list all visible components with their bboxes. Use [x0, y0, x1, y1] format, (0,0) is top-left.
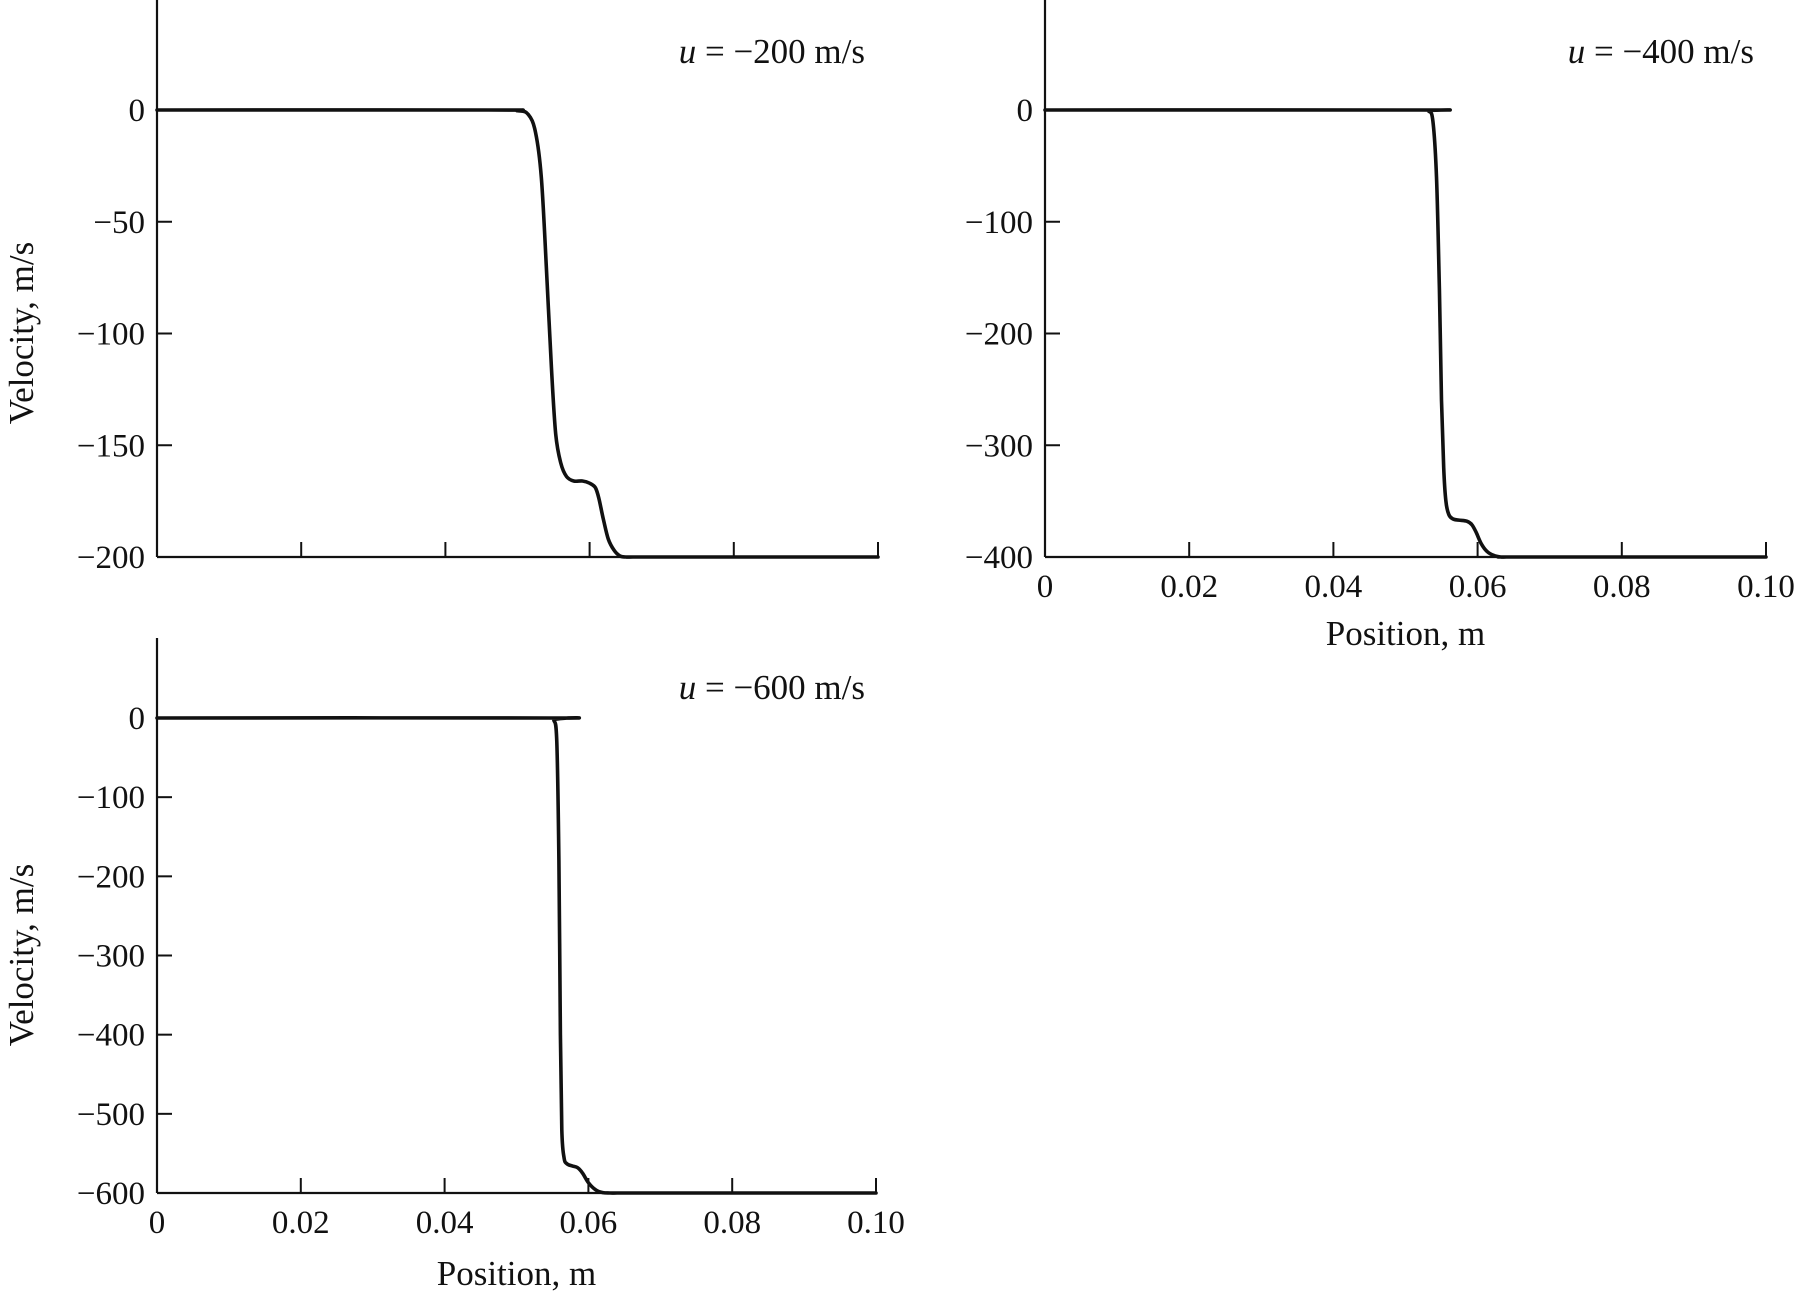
y-tick-label: 0: [129, 93, 146, 129]
annotation-value: = −400 m/s: [1585, 32, 1754, 71]
velocity-series-line: [155, 108, 880, 559]
y-tick-label: −300: [77, 939, 145, 975]
y-tick-label: −200: [965, 317, 1033, 353]
x-tick-label: 0.08: [703, 1205, 761, 1241]
x-tick-label: 0.06: [1449, 569, 1507, 605]
y-tick-label: −300: [965, 428, 1033, 464]
y-tick-label: −500: [77, 1097, 145, 1133]
y-tick-label: −200: [77, 859, 145, 895]
panel-u-minus-200: 0 −50 −100 −150 −200 u = −200 m/s Velocity, m/…: [2, 0, 880, 576]
x-tick-label: 0: [1037, 569, 1054, 605]
y-tick-label: −600: [77, 1176, 145, 1212]
x-tick-label: 0.02: [272, 1205, 330, 1241]
x-axis-title: Position, m: [437, 1254, 596, 1293]
velocity-annotation: u = −400 m/s: [1568, 32, 1754, 71]
annotation-variable: u: [679, 32, 697, 71]
y-axis-title: Velocity, m/s: [2, 864, 41, 1046]
x-tick-label: 0.10: [847, 1205, 905, 1241]
y-tick-label: −400: [77, 1018, 145, 1054]
x-tick-label: 0.10: [1737, 569, 1795, 605]
y-tick-label: −150: [77, 428, 145, 464]
y-tick-label: −100: [77, 317, 145, 353]
x-tick-label: 0.04: [416, 1205, 474, 1241]
velocity-annotation: u = −200 m/s: [679, 32, 865, 71]
annotation-variable: u: [1568, 32, 1586, 71]
y-tick-label: −400: [965, 540, 1033, 576]
y-tick-label: 0: [129, 701, 146, 737]
y-tick-label: 0: [1017, 93, 1034, 129]
x-tick-label: 0.04: [1305, 569, 1363, 605]
x-tick-label: 0.06: [560, 1205, 618, 1241]
y-tick-label: −100: [77, 780, 145, 816]
x-axis-title: Position, m: [1326, 614, 1485, 653]
velocity-series-line: [1043, 108, 1768, 559]
annotation-value: = −600 m/s: [696, 668, 865, 707]
y-tick-label: −200: [77, 540, 145, 576]
x-tick-label: 0.02: [1160, 569, 1218, 605]
y-tick-label: −50: [93, 205, 145, 241]
velocity-annotation: u = −600 m/s: [679, 668, 865, 707]
x-tick-label: 0.08: [1593, 569, 1651, 605]
y-tick-label: −100: [965, 205, 1033, 241]
x-tick-label: 0: [149, 1205, 166, 1241]
annotation-variable: u: [679, 668, 697, 707]
annotation-value: = −200 m/s: [696, 32, 865, 71]
y-axis-title: Velocity, m/s: [2, 242, 41, 424]
velocity-series-line: [155, 716, 878, 1195]
